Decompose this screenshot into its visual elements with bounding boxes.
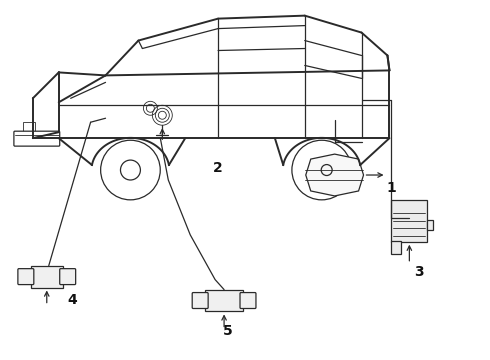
FancyBboxPatch shape bbox=[240, 293, 256, 309]
Text: 2: 2 bbox=[213, 161, 223, 175]
Bar bbox=[392, 200, 427, 242]
Text: 3: 3 bbox=[415, 265, 424, 279]
FancyBboxPatch shape bbox=[192, 293, 208, 309]
FancyBboxPatch shape bbox=[18, 269, 34, 285]
Bar bbox=[427, 220, 433, 230]
Text: 5: 5 bbox=[223, 324, 233, 338]
Bar bbox=[31, 266, 63, 288]
Polygon shape bbox=[306, 154, 364, 196]
Text: 4: 4 bbox=[68, 293, 77, 306]
Bar bbox=[392, 241, 401, 254]
Bar bbox=[205, 289, 243, 311]
FancyBboxPatch shape bbox=[14, 131, 60, 146]
Bar bbox=[23, 122, 35, 132]
FancyBboxPatch shape bbox=[60, 269, 75, 285]
Text: 1: 1 bbox=[387, 181, 396, 195]
